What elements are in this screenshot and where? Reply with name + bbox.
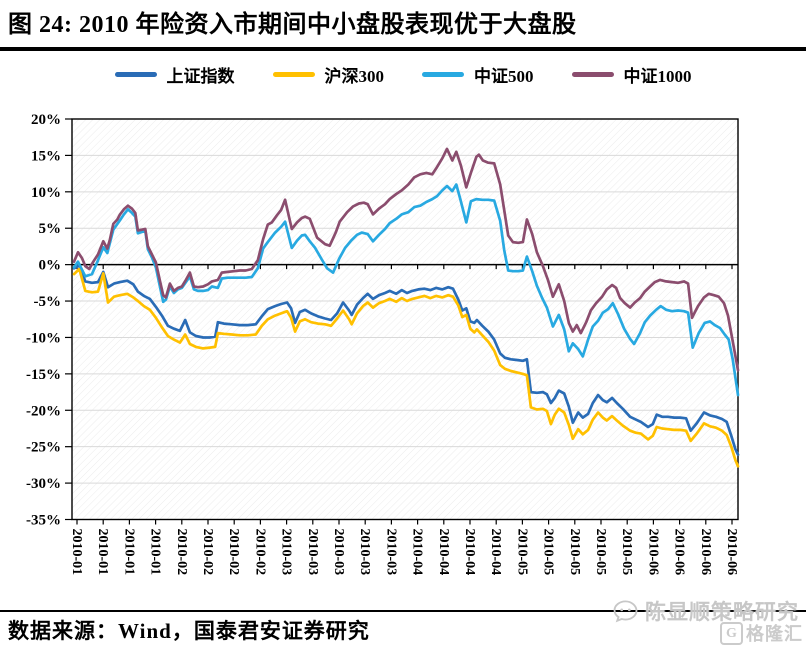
gelonghui-g-mark: G <box>720 621 743 645</box>
svg-text:2010-01: 2010-01 <box>95 529 110 576</box>
svg-text:-35%: -35% <box>26 513 61 529</box>
svg-text:2010-02: 2010-02 <box>174 529 189 576</box>
svg-text:-20%: -20% <box>26 403 61 419</box>
data-source-text: 数据来源：Wind，国泰君安证券研究 <box>8 619 370 643</box>
figure-title: 图 24: 2010 年险资入市期间中小盘股表现优于大盘股 <box>8 12 577 38</box>
legend-label: 中证1000 <box>623 67 692 86</box>
svg-text:2010-06: 2010-06 <box>724 529 739 576</box>
svg-text:2010-03: 2010-03 <box>331 529 346 576</box>
svg-text:2010-05: 2010-05 <box>619 529 634 576</box>
svg-text:2010-04: 2010-04 <box>410 529 425 576</box>
legend-swatch-csi300 <box>272 72 315 77</box>
svg-text:2010-05: 2010-05 <box>593 529 608 576</box>
legend-swatch-csi500 <box>422 72 464 77</box>
svg-text:2010-03: 2010-03 <box>305 529 320 576</box>
legend-item-shanghai-composite: 上证指数 <box>114 62 235 87</box>
legend-swatch-csi1000 <box>571 72 614 77</box>
chart-legend: 上证指数 沪深300 中证500 中证1000 <box>0 62 806 87</box>
svg-text:5%: 5% <box>39 221 62 237</box>
svg-text:-25%: -25% <box>26 440 61 456</box>
title-divider <box>0 47 806 51</box>
legend-swatch-shanghai-composite <box>114 72 157 77</box>
svg-text:2010-03: 2010-03 <box>383 529 398 576</box>
svg-text:-30%: -30% <box>26 476 61 492</box>
svg-text:20%: 20% <box>31 112 61 128</box>
svg-text:2010-06: 2010-06 <box>672 529 687 576</box>
chat-bubble-icon <box>613 599 638 622</box>
svg-text:2010-04: 2010-04 <box>462 529 477 576</box>
svg-text:-5%: -5% <box>34 294 62 310</box>
legend-label: 沪深300 <box>324 67 385 86</box>
legend-item-csi1000: 中证1000 <box>571 62 692 87</box>
svg-text:2010-06: 2010-06 <box>645 529 660 576</box>
svg-text:2010-03: 2010-03 <box>279 529 294 576</box>
footer-divider <box>0 610 806 612</box>
svg-text:0%: 0% <box>39 258 62 274</box>
legend-item-csi500: 中证500 <box>422 62 534 87</box>
svg-text:-15%: -15% <box>26 367 61 383</box>
svg-text:2010-05: 2010-05 <box>567 529 582 576</box>
svg-text:15%: 15% <box>31 148 61 164</box>
svg-text:2010-01: 2010-01 <box>69 529 84 576</box>
svg-text:2010-01: 2010-01 <box>121 529 136 576</box>
svg-text:2010-03: 2010-03 <box>357 529 372 576</box>
legend-label: 中证500 <box>474 67 534 86</box>
svg-text:2010-04: 2010-04 <box>488 529 503 576</box>
svg-text:2010-04: 2010-04 <box>436 529 451 576</box>
svg-text:2010-02: 2010-02 <box>226 529 241 576</box>
gelonghui-logo-text: 格隆汇 <box>746 624 803 644</box>
svg-text:2010-05: 2010-05 <box>541 529 556 576</box>
svg-text:2010-02: 2010-02 <box>200 529 215 576</box>
svg-text:10%: 10% <box>31 185 61 201</box>
gelonghui-logo: G 格隆汇 <box>720 620 803 646</box>
svg-text:2010-02: 2010-02 <box>252 529 267 576</box>
legend-item-csi300: 沪深300 <box>272 62 385 87</box>
svg-text:2010-01: 2010-01 <box>148 529 163 576</box>
svg-text:2010-05: 2010-05 <box>514 529 529 576</box>
svg-text:-10%: -10% <box>26 330 61 346</box>
watermark: 陈显顺策略研究 <box>612 596 799 626</box>
watermark-text: 陈显顺策略研究 <box>645 600 799 624</box>
legend-label: 上证指数 <box>166 67 235 86</box>
svg-text:2010-06: 2010-06 <box>698 529 713 576</box>
